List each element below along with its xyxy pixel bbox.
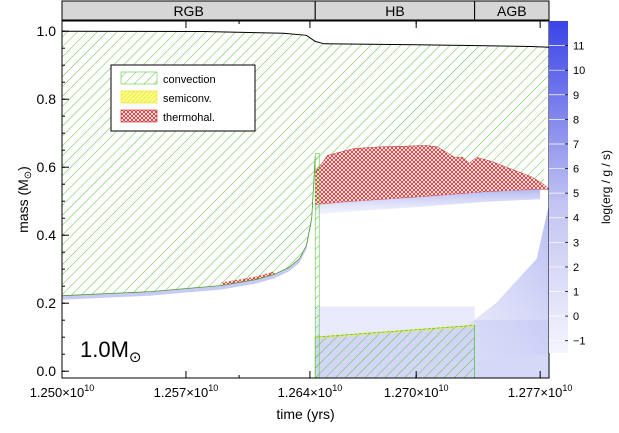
hb-burning-shell [315, 189, 541, 215]
colorbar-tick-label: 11 [573, 41, 584, 53]
y-tick-label: 0.8 [37, 91, 57, 107]
legend-label: thermohal. [163, 112, 215, 124]
x-tick-label: 1.277×1010 [508, 383, 573, 400]
hb-semiconvection-strip [315, 324, 475, 340]
phase-label: HB [385, 3, 404, 19]
y-tick-label: 0.4 [37, 227, 57, 243]
colorbar-label: log(erg / g / s) [599, 150, 613, 224]
y-tick-label: 0.0 [37, 363, 57, 379]
phase-bar: RGB HB AGB [61, 0, 550, 21]
x-tick-label: 1.264×1010 [278, 383, 343, 400]
legend-label: convection [163, 74, 216, 86]
x-axis-label: time (yrs) [276, 406, 334, 422]
legend-swatch [120, 90, 158, 104]
y-axis-label: mass (M⊙) [15, 166, 34, 233]
agb-shell-energy [425, 204, 549, 365]
colorbar-tick-label: 4 [573, 213, 579, 225]
y-tick-label: 1.0 [37, 23, 57, 39]
legend-swatch [120, 71, 158, 85]
colorbar-tick-label: 9 [573, 90, 579, 102]
stellar-surface-line [62, 30, 549, 48]
x-tick-label: 1.257×1010 [154, 383, 219, 400]
rgb-thermohaline-strip [221, 271, 275, 286]
colorbar-tick-label: 10 [573, 65, 585, 77]
legend: convection semiconv. thermohal. [110, 64, 256, 132]
legend-label: semiconv. [163, 93, 212, 105]
colorbar: −1 0 1 2 3 4 5 6 7 8 9 10 11 log(erg / g / s) [549, 21, 613, 353]
colorbar-tick-label: 6 [573, 164, 579, 176]
colorbar-ramp [549, 21, 568, 353]
phase-segment [474, 0, 550, 21]
y-tick-label: 0.2 [37, 295, 57, 311]
x-tick-label: 1.270×1010 [384, 383, 449, 400]
colorbar-tick-label: 0 [573, 311, 579, 323]
x-tick-label: 1.250×1010 [30, 383, 95, 400]
rgb-core-line [62, 156, 316, 297]
hb-thermohaline-zone [315, 145, 549, 205]
colorbar-tick-label: 2 [573, 262, 579, 274]
phase-label: RGB [173, 3, 203, 19]
colorbar-tick-label: 1 [573, 287, 579, 299]
legend-swatch [120, 109, 158, 123]
colorbar-tick-label: 5 [573, 188, 579, 200]
colorbar-tick-label: −1 [573, 336, 586, 348]
mass-annotation: 1.0M⊙ [80, 337, 142, 366]
colorbar-tick-label: 3 [573, 237, 579, 249]
hb-convection-zone [315, 41, 549, 185]
colorbar-tick-label: 8 [573, 114, 579, 126]
y-tick-label: 0.6 [37, 159, 57, 175]
colorbar-tick-label: 7 [573, 139, 579, 151]
chart-text: 1.250×1010 1.257×1010 1.264×1010 1.270×1010… [15, 23, 572, 422]
helium-flash-convection [314, 153, 320, 378]
phase-label: AGB [497, 3, 527, 19]
